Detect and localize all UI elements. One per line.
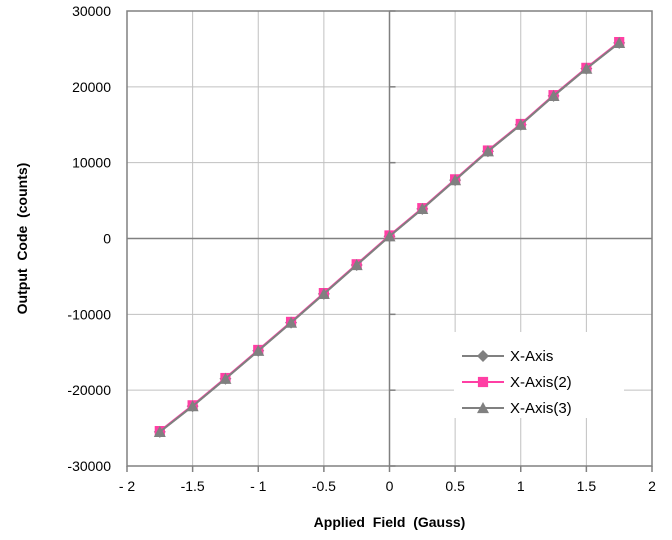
y-tick-label: 30000 bbox=[72, 3, 111, 19]
data-point bbox=[416, 202, 429, 215]
legend-label: X-Axis bbox=[510, 348, 553, 365]
x-tick-label: 1.5 bbox=[577, 478, 597, 494]
data-point bbox=[449, 174, 462, 186]
y-tick-label: -10000 bbox=[67, 306, 111, 322]
y-tick-label: 10000 bbox=[72, 155, 111, 171]
y-axis-title: Output Code (counts) bbox=[14, 163, 30, 315]
x-tick-label: 0.5 bbox=[445, 478, 465, 494]
legend-marker bbox=[477, 376, 489, 388]
data-point bbox=[613, 36, 626, 48]
data-point bbox=[153, 425, 166, 437]
legend-label: X-Axis(2) bbox=[510, 374, 572, 391]
data-point bbox=[547, 89, 560, 102]
legend-label: X-Axis(3) bbox=[510, 400, 572, 417]
data-point bbox=[514, 118, 527, 130]
x-tick-label: -1.5 bbox=[181, 478, 205, 494]
data-point bbox=[350, 259, 363, 271]
data-point bbox=[252, 344, 265, 356]
x-tick-label: 1 bbox=[517, 478, 525, 494]
x-tick-label: - 1 bbox=[250, 478, 267, 494]
legend-marker bbox=[477, 350, 489, 362]
x-tick-label: - 2 bbox=[119, 478, 136, 494]
series-3 bbox=[153, 36, 626, 437]
y-tick-label: -30000 bbox=[67, 458, 111, 474]
data-point bbox=[383, 230, 396, 242]
y-tick-labels: -30000 -20000 -10000 0 10000 20000 30000 bbox=[67, 3, 111, 474]
y-tick-label: 20000 bbox=[72, 79, 111, 95]
y-tick-label: -20000 bbox=[67, 382, 111, 398]
data-point bbox=[317, 287, 330, 299]
y-tick-label: 0 bbox=[103, 231, 111, 247]
x-axis-title: Applied Field (Gauss) bbox=[314, 514, 466, 530]
legend-marker bbox=[477, 402, 489, 414]
legend: X-Axis X-Axis(2) X-Axis(3) bbox=[454, 332, 624, 418]
data-point bbox=[285, 316, 298, 328]
x-tick-label: 2 bbox=[648, 478, 656, 494]
x-tick-label: -0.5 bbox=[312, 478, 336, 494]
series bbox=[153, 36, 626, 438]
data-point bbox=[580, 62, 593, 74]
data-point bbox=[481, 145, 494, 157]
x-tick-labels: - 2 -1.5 - 1 -0.5 0 0.5 1 1.5 2 bbox=[119, 478, 656, 494]
data-point bbox=[186, 400, 199, 412]
x-tick-label: 0 bbox=[386, 478, 394, 494]
data-point bbox=[219, 372, 232, 384]
